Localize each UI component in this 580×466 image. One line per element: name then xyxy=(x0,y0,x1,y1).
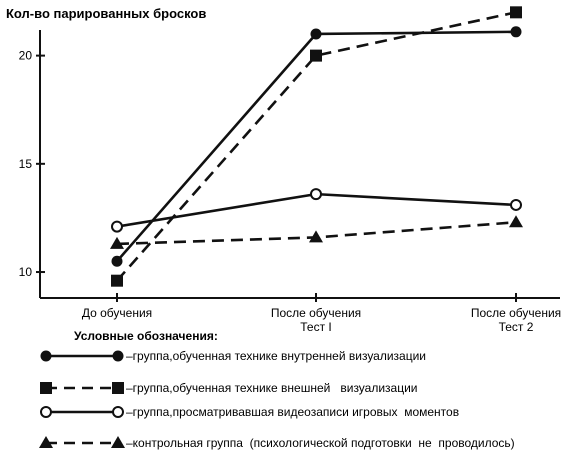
x-tick-label: После обучения xyxy=(471,306,561,320)
data-point xyxy=(310,188,322,201)
x-tick-label: До обучения xyxy=(82,306,152,320)
series-line xyxy=(116,11,517,282)
legend-label: –группа,просматривавшая видеозаписи игро… xyxy=(126,405,459,419)
x-tick-label: Тест 2 xyxy=(499,320,534,334)
legend-marker xyxy=(40,350,52,362)
legend-label: –контрольная группа (психологической под… xyxy=(126,436,515,450)
legend-label: –группа,обученная технике внутренней виз… xyxy=(126,349,426,363)
legend-marker xyxy=(40,406,52,418)
data-point xyxy=(309,230,323,243)
legend: Условные обозначения: –группа,обученная … xyxy=(39,329,515,450)
series-1 xyxy=(111,26,522,267)
plot-area xyxy=(110,6,523,287)
data-point xyxy=(510,198,522,211)
x-tick-label: После обучения xyxy=(271,306,361,320)
legend-marker xyxy=(40,382,52,394)
data-point xyxy=(111,274,123,287)
legend-label: –группа,обученная технике внешней визуал… xyxy=(126,381,418,395)
legend-item: –группа,обученная технике внешней визуал… xyxy=(40,381,418,395)
y-tick-label: 20 xyxy=(19,49,33,63)
legend-marker xyxy=(112,382,124,394)
legend-title: Условные обозначения: xyxy=(74,329,218,343)
data-point xyxy=(110,236,124,249)
legend-marker xyxy=(111,436,125,448)
series-line xyxy=(116,30,517,263)
legend-marker xyxy=(112,350,124,362)
legend-marker xyxy=(39,436,53,448)
legend-item: –контрольная группа (психологической под… xyxy=(39,436,515,450)
legend-item: –группа,просматривавшая видеозаписи игро… xyxy=(40,405,459,419)
y-axis: 10 15 20 xyxy=(19,30,45,298)
series-3 xyxy=(111,188,522,233)
data-point xyxy=(310,28,322,40)
data-point xyxy=(510,6,522,19)
data-point xyxy=(510,26,522,38)
series-4 xyxy=(110,215,523,249)
data-point xyxy=(111,220,123,233)
y-tick-label: 15 xyxy=(19,157,33,171)
data-point xyxy=(310,49,322,62)
data-point xyxy=(111,255,123,267)
legend-marker xyxy=(112,406,124,418)
series-2 xyxy=(111,6,522,287)
x-tick-label: Тест I xyxy=(300,320,332,334)
data-point xyxy=(509,215,523,228)
y-tick-label: 10 xyxy=(19,265,33,279)
legend-item: –группа,обученная технике внутренней виз… xyxy=(40,349,426,363)
y-axis-label: Кол-во парированных бросков xyxy=(6,6,206,21)
